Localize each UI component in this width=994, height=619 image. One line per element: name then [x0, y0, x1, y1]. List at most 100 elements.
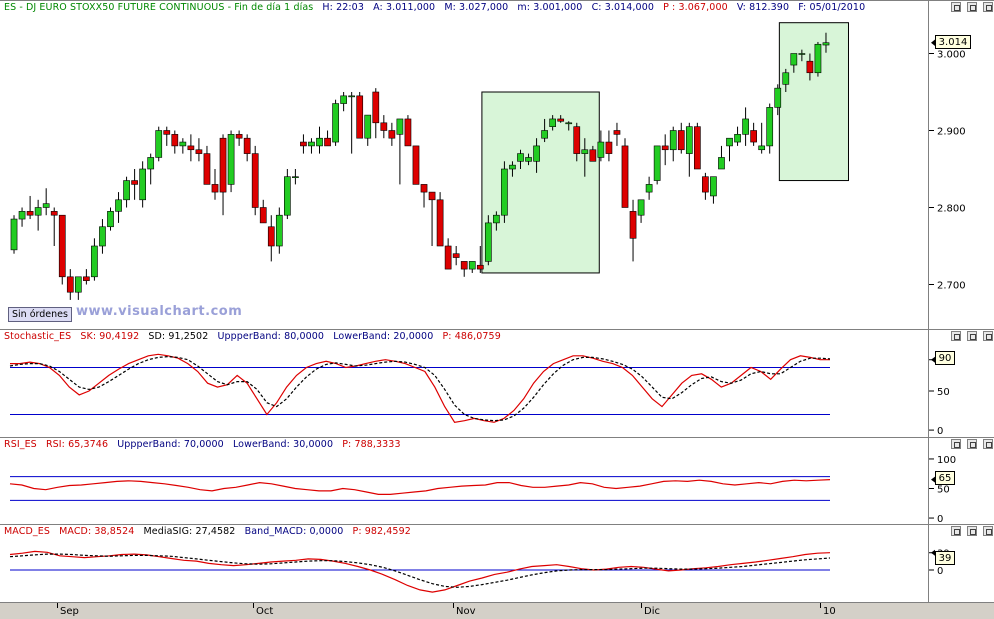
x-tick-dic: [641, 603, 642, 608]
x-label-sep: Sep: [60, 606, 79, 617]
candle-body: [677, 130, 685, 151]
candle-body: [316, 137, 323, 147]
candle-body: [18, 211, 26, 220]
y-tick-label: 0: [937, 566, 943, 577]
candle: [814, 41, 822, 77]
candle: [806, 53, 814, 81]
price-title: ES - DJ EURO STOXX50 FUTURE CONTINUOUS -…: [4, 2, 314, 13]
price-panel-minimize-button[interactable]: [951, 2, 961, 12]
candle-body: [589, 149, 597, 162]
candle: [275, 207, 283, 254]
candle-body: [107, 211, 114, 228]
rsi-plot-area[interactable]: RSI_ES RSI: 65,3746 UppperBand: 70,0000 …: [0, 438, 929, 524]
candle: [18, 207, 26, 227]
candle-body: [83, 276, 90, 281]
candle: [324, 130, 331, 147]
price-panel-close-button[interactable]: [983, 2, 993, 12]
candle: [742, 107, 749, 146]
candle-body: [669, 130, 677, 151]
candle: [163, 126, 171, 146]
candle-body: [267, 226, 275, 247]
header-low: m: 3.001,000: [517, 2, 583, 13]
candle-body: [798, 53, 806, 55]
candle: [99, 219, 106, 254]
stoch-title: Stochastic_ES: [4, 331, 72, 342]
candle-body: [661, 145, 669, 151]
candle: [436, 192, 444, 247]
candle-body: [621, 145, 629, 208]
orders-badge[interactable]: Sin órdenes: [8, 307, 72, 322]
y-tick-label: 50: [937, 485, 950, 496]
candle: [621, 138, 629, 208]
rsi-panel-close-button[interactable]: [983, 439, 993, 449]
last-price-box: 3.014: [935, 35, 971, 49]
rsi_es-rsi-line: [9, 479, 831, 496]
y-tick-label: 0: [937, 514, 943, 525]
x-tick-10: [820, 603, 821, 608]
stochastic-plot-area[interactable]: Stochastic_ES SK: 90,4192 SD: 91,2502 Up…: [0, 330, 929, 437]
macd-scale[interactable]: 039 39: [929, 525, 994, 602]
rsi-last-box: 65: [935, 471, 955, 485]
macd_es-mediasig-line: [9, 553, 831, 588]
candle-body: [275, 214, 283, 247]
macd-panel-close-button[interactable]: [983, 526, 993, 536]
macd-plot-area[interactable]: MACD_ES MACD: 38,8524 MediaSIG: 27,4582 …: [0, 525, 929, 602]
stoch-panel-maximize-button[interactable]: [967, 331, 977, 341]
candle-body: [171, 134, 179, 147]
price-plot-area[interactable]: ES - DJ EURO STOXX50 FUTURE CONTINUOUS -…: [0, 1, 929, 329]
candle: [484, 215, 492, 266]
candle: [645, 176, 653, 200]
candle: [677, 122, 685, 154]
candle: [340, 92, 347, 112]
candle: [420, 184, 428, 208]
candle: [292, 169, 299, 185]
candle-body: [476, 264, 484, 270]
macd-panel-minimize-button[interactable]: [951, 526, 961, 536]
candle: [123, 176, 130, 208]
candle-body: [726, 137, 733, 147]
candle-body: [750, 130, 757, 143]
price-chart: [10, 22, 849, 300]
stoch-panel-minimize-button[interactable]: [951, 331, 961, 341]
candle-body: [444, 245, 452, 270]
candle: [66, 269, 74, 300]
candle-body: [187, 145, 195, 151]
candle-body: [74, 276, 82, 293]
rsi-panel-maximize-button[interactable]: [967, 439, 977, 449]
macd-panel-maximize-button[interactable]: [967, 526, 977, 536]
x-tick-sep: [57, 603, 58, 608]
candle-body: [251, 153, 259, 208]
candle: [219, 134, 227, 216]
rsi-panel-minimize-button[interactable]: [951, 439, 961, 449]
candle-body: [211, 184, 219, 193]
candle-body: [637, 199, 645, 216]
stoch-p: P: 486,0759: [442, 331, 501, 342]
candle-body: [235, 134, 243, 139]
candle: [525, 153, 532, 166]
candle-body: [565, 122, 573, 125]
rsi-scale[interactable]: 0 50 100 65: [929, 438, 994, 525]
candle-body: [541, 130, 548, 139]
price-panel-maximize-button[interactable]: [967, 2, 977, 12]
candle: [26, 195, 34, 220]
candle: [798, 49, 806, 62]
candle: [693, 122, 701, 170]
candle-body: [573, 126, 581, 154]
macd-signal: MediaSIG: 27,4582: [143, 526, 236, 537]
candle-body: [484, 222, 492, 262]
candle-body: [693, 126, 701, 170]
candle: [91, 238, 98, 281]
candle: [637, 199, 645, 223]
candle-body: [452, 253, 460, 258]
time-axis[interactable]: Sep Oct Nov Dic 10: [0, 602, 994, 619]
stoch-panel-close-button[interactable]: [983, 331, 993, 341]
candle-body: [348, 95, 356, 98]
price-scale[interactable]: 2.700 2.800 2.900 3.000 3.014: [929, 1, 994, 329]
highlight-box-2: [778, 22, 849, 182]
candle-body: [308, 141, 315, 147]
rsi-panel: RSI_ES RSI: 65,3746 UppperBand: 70,0000 …: [0, 437, 994, 525]
candle-body: [501, 168, 508, 216]
candle: [557, 115, 565, 123]
rsi-header: RSI_ES RSI: 65,3746 UppperBand: 70,0000 …: [4, 439, 407, 451]
